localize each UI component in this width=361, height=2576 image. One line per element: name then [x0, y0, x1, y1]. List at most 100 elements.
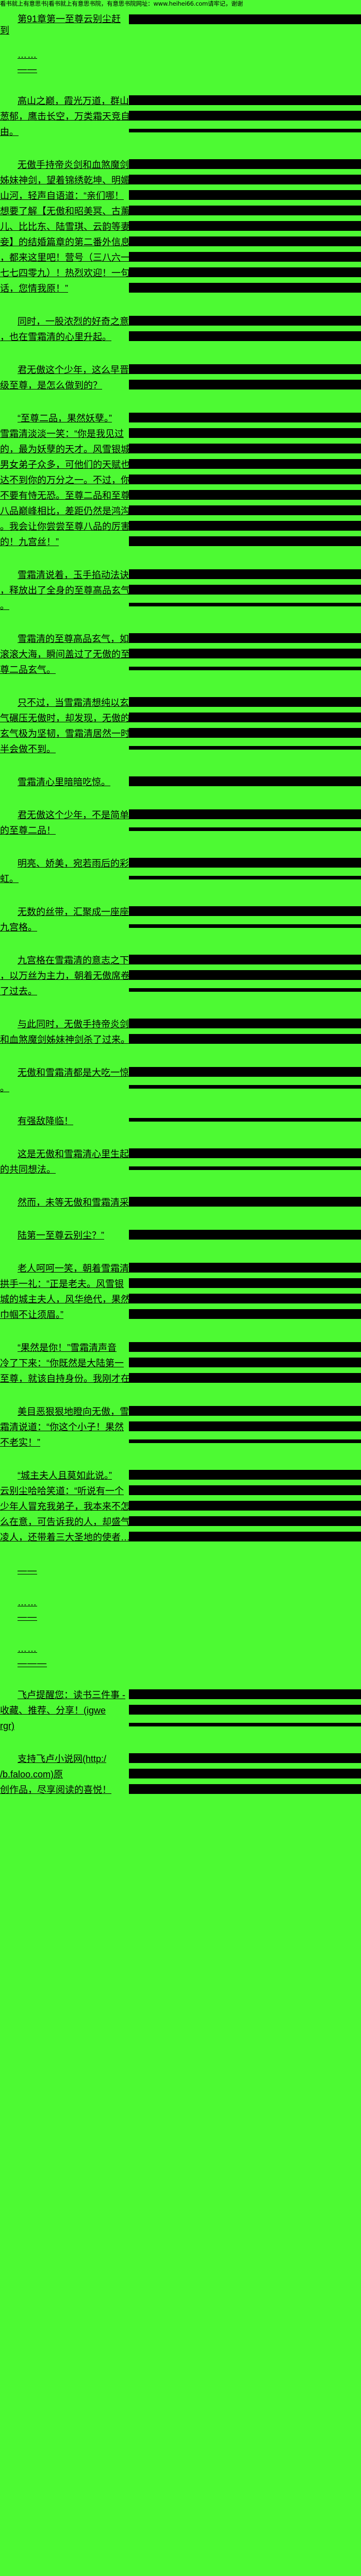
text-line: 凌人，还带着三大圣地的使者… — [0, 1530, 361, 1546]
text-line: 收藏、推荐、分享！(igwe — [0, 1703, 361, 1719]
line-text: 儿、比比东、陆雪琪、云韵等妻 — [0, 222, 130, 232]
paragraph-not-simple: 君无傲这个少年，不是简单 的至尊二品！ — [0, 808, 361, 839]
text-line: 无傲和雪霜清都是大吃一惊 — [0, 1065, 361, 1081]
text-line: 么在意，可告诉我的人，却盛气 — [0, 1515, 361, 1530]
line-text: 这是无傲和雪霜清心里生起 — [18, 1149, 129, 1159]
redaction-bar — [129, 858, 361, 868]
line-text: 妾】的结婚篇章的第二番外信息 — [0, 237, 130, 247]
line-text: ，释放出了全身的至尊高品玄气 — [0, 585, 130, 596]
line-text: 级至尊，是怎么做到的？ — [0, 380, 102, 391]
text-line: ，都来这里吧！营号（三八六一 — [0, 250, 361, 266]
paragraph-silk-ribbons: 明亮、娇美，宛若雨后的彩 虹。 — [0, 856, 361, 887]
line-text: 君无傲这个少年，这么早晋 — [18, 365, 129, 375]
text-line: 和血煞魔剑姊妹神剑杀了过来。 — [0, 1032, 361, 1048]
line-text: 男女弟子众多，可他们的天赋也 — [0, 460, 130, 470]
redaction-bar — [129, 1373, 361, 1383]
text-line: ，也在雪霜清的心里升起。 — [0, 330, 361, 345]
line-text: 气碾压无傲时，却发现，无傲的 — [0, 713, 130, 723]
redaction-bar — [129, 1230, 361, 1240]
line-text: 山河，轻声自语道：“亲们哪！ — [0, 191, 124, 201]
line-text: 然而，未等无傲和雪霜清采 — [18, 1197, 129, 1208]
redaction-bar — [129, 1278, 361, 1288]
redaction-bar — [129, 1294, 361, 1303]
redaction-bar — [129, 206, 361, 215]
redaction-bar — [129, 924, 361, 928]
text-line: 虹。 — [0, 872, 361, 887]
line-text: 的，最为妖孽的天才。风雪银城 — [0, 444, 130, 454]
line-text: 七七四零九）！热烈欢迎！一句 — [0, 268, 130, 278]
paragraph-nine-palace-grid: 无数的丝带，汇聚成一座座 九宫格。 — [0, 905, 361, 936]
line-text: 支持飞卢小说网(http:/ — [18, 1754, 107, 1764]
text-line: 。 — [0, 599, 361, 614]
redaction-bar — [129, 505, 361, 515]
text-line: 姊妹神剑，望着锦绣乾坤、明媚 — [0, 173, 361, 189]
text-line: 拱手一礼：“正是老夫。风雪银 — [0, 1277, 361, 1292]
line-text: 美目恶狠狠地瞪向无傲，雪 — [18, 1406, 129, 1417]
redaction-bar — [129, 1034, 361, 1044]
ellipsis-line: —— — [18, 1565, 37, 1575]
redaction-bar — [129, 1516, 361, 1526]
redaction-bar — [129, 569, 361, 579]
redaction-bar — [129, 649, 361, 658]
text-line: 雪霜清说着，玉手掐动法诀 — [0, 568, 361, 583]
paragraph-dont-say-that: “城主夫人且莫如此说。” 云别尘哈哈笑道：“听说有一个 少年人冒充我弟子，我本来不怎… — [0, 1468, 361, 1546]
line-text: 冷了下来：“你既然是大陆第一 — [0, 1358, 124, 1368]
redaction-bar — [129, 1085, 361, 1089]
line-text: 了过去。 — [0, 986, 37, 996]
line-text: 只不过，当雪霜清想纯以玄 — [18, 698, 129, 708]
redaction-bar — [129, 1342, 361, 1352]
paragraph-curiosity-rises: 同时，一股浓烈的好奇之意 ，也在雪霜清的心里升起。 — [0, 314, 361, 345]
text-line: 只不过，当雪霜清想纯以玄 — [0, 696, 361, 711]
text-line: 儿、比比东、陆雪琪、云韵等妻 — [0, 219, 361, 235]
text-line: ，以万丝为主力，朝着无傲席卷 — [0, 969, 361, 984]
text-line: 滚滚大海，瞬间盖过了无傲的至 — [0, 647, 361, 663]
redaction-bar — [129, 190, 361, 200]
redaction-bar — [129, 1148, 361, 1158]
redaction-bar — [129, 521, 361, 531]
line-text: 凌人，还带着三大圣地的使者… — [0, 1532, 130, 1543]
line-text: “城主夫人且莫如此说。” — [18, 1470, 112, 1481]
redaction-bar — [129, 906, 361, 916]
line-text: 高山之巅，霞光万道，群山 — [18, 96, 129, 106]
paragraph-indeed-you: “果然是你！”雪霜清声音 冷了下来：“你既然是大陆第一 至尊，就该自持身份。我刚才在 — [0, 1341, 361, 1387]
text-line: 八品巅峰相比，差距仍然是鸿沟 — [0, 504, 361, 519]
paragraph-grid-sweeps: 九宫格在雪霜清的意志之下 ，以万丝为主力，朝着无傲席卷 了过去。 — [0, 953, 361, 999]
redaction-bar — [129, 444, 361, 453]
chapter-title-continuation: 到 — [0, 25, 9, 36]
ellipsis-line: —— — [18, 64, 37, 74]
text-line: 。 — [0, 1081, 361, 1096]
ellipsis-line: …… — [18, 49, 37, 60]
paragraph-ellipsis-break: …… —— — [0, 47, 361, 76]
redaction-bar — [129, 428, 361, 438]
line-text: 飞卢提醒您：读书三件事 - — [18, 1690, 125, 1700]
redaction-bar — [129, 697, 361, 707]
line-text: 雪霜清心里暗暗吃惊。 — [18, 777, 110, 787]
redaction-bar — [129, 175, 361, 184]
redaction-bar — [129, 603, 361, 606]
text-line: 玄气极为坚韧，雪霜清居然一时 — [0, 726, 361, 742]
paragraph-release-xuanqi: 雪霜清说着，玉手掐动法诀 ，释放出了全身的至尊高品玄气。 — [0, 568, 361, 614]
redaction-bar — [129, 490, 361, 500]
text-line: 的，最为妖孽的天才。风雪银城 — [0, 442, 361, 457]
paragraph-both-shocked: 无傲和雪霜清都是大吃一惊。 — [0, 1065, 361, 1096]
line-text: 霜清说道：“你这个小子！果然 — [0, 1422, 124, 1432]
text-line: 美目恶狠狠地瞪向无傲，雪 — [0, 1404, 361, 1420]
chapter-title: 第91章第一至尊云别尘赶 — [18, 14, 121, 24]
redaction-bar — [129, 809, 361, 819]
redaction-bar — [129, 1197, 361, 1207]
redaction-bar — [129, 111, 361, 121]
line-text: 拱手一礼：“正是老夫。风雪银 — [0, 1279, 124, 1289]
text-line: 飞卢提醒您：读书三件事 - — [0, 1688, 361, 1703]
line-text: ，以万丝为主力，朝着无傲席卷 — [0, 971, 130, 981]
text-line: 。我会让你尝尝至尊八品的厉害 — [0, 519, 361, 535]
redaction-bar — [129, 1705, 361, 1715]
line-text: 不要有恃无恐。至尊二品和至尊 — [0, 490, 130, 501]
line-text: 创作品，尽享阅读的喜悦！ — [0, 1785, 111, 1795]
text-line: 这是无傲和雪霜清心里生起 — [0, 1147, 361, 1162]
redaction-bar — [129, 1309, 361, 1319]
redaction-bar — [129, 1532, 361, 1541]
paragraph-question-how: 君无傲这个少年，这么早晋级至尊，是怎么做到的？ — [0, 363, 361, 394]
text-line: rgr) — [0, 1719, 361, 1734]
text-line: 云别尘哈哈笑道：“听说有一个 — [0, 1484, 361, 1499]
paragraph-scene-opening: 高山之巅，霞光万道，群山 葱郁，鹰击长空，万类霜天竞自 由。 — [0, 94, 361, 140]
